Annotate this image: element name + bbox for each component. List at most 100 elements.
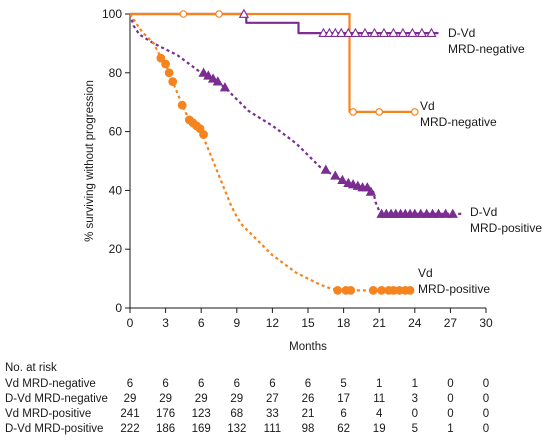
- at-risk-row-label: Vd MRD-negative: [5, 378, 96, 390]
- censor-mark-vd-mrd-positive: [333, 285, 343, 295]
- at-risk-value: 17: [337, 393, 350, 405]
- censor-mark-vd-mrd-positive: [156, 53, 166, 63]
- series-label-vd-mrd-positive: Vd: [418, 266, 433, 280]
- at-risk-value: 241: [120, 408, 139, 420]
- censor-mark-vd-mrd-positive: [199, 130, 208, 139]
- censor-mark-vd-mrd-negative: [179, 10, 188, 18]
- at-risk-value: 6: [127, 378, 133, 390]
- x-tick-label: 21: [373, 316, 387, 330]
- censor-mark-vd-mrd-positive: [168, 77, 178, 87]
- censor-mark-vd-mrd-negative: [349, 108, 357, 116]
- censor-mark-d-vd-mrd-positive: [421, 208, 432, 218]
- series-label-vd-mrd-positive: MRD-positive: [418, 282, 490, 296]
- at-risk-value: 26: [302, 393, 315, 405]
- chart-censor-marks: [156, 8, 458, 295]
- at-risk-value: 29: [195, 393, 208, 405]
- censor-mark-vd-mrd-negative: [215, 10, 223, 18]
- at-risk-value: 0: [483, 408, 489, 420]
- censor-mark-d-vd-mrd-positive: [409, 208, 420, 218]
- at-risk-value: 6: [269, 378, 275, 390]
- censor-mark-d-vd-mrd-positive: [330, 170, 341, 180]
- at-risk-value: 29: [230, 393, 243, 405]
- censor-mark-d-vd-mrd-negative: [416, 27, 428, 38]
- censor-mark-d-vd-mrd-negative: [359, 27, 371, 38]
- at-risk-value: 4: [376, 408, 383, 420]
- at-risk-value: 6: [305, 378, 311, 390]
- censor-mark-d-vd-mrd-negative: [238, 8, 250, 18]
- at-risk-value: 0: [483, 393, 489, 405]
- y-tick-label: 80: [109, 66, 123, 80]
- at-risk-title: No. at risk: [5, 362, 57, 374]
- censor-mark-d-vd-mrd-positive: [207, 73, 219, 83]
- at-risk-value: 1: [376, 378, 382, 390]
- censor-mark-d-vd-mrd-positive: [433, 208, 444, 218]
- chart-series-labels: D-Vd MRD-negative Vd MRD-negative D-Vd MRD-po…: [418, 26, 542, 296]
- censor-mark-vd-mrd-positive: [164, 68, 174, 78]
- x-tick-label: 15: [301, 316, 315, 330]
- censor-mark-d-vd-mrd-negative: [343, 27, 354, 38]
- at-risk-value: 68: [230, 408, 243, 420]
- censor-mark-d-vd-mrd-negative: [336, 27, 347, 38]
- at-risk-value: 0: [483, 423, 489, 435]
- at-risk-value: 123: [192, 408, 211, 420]
- at-risk-row-label: Vd MRD-positive: [5, 408, 91, 420]
- at-risk-value: 186: [156, 423, 175, 435]
- x-tick-label: 18: [337, 316, 351, 330]
- at-risk-value: 29: [124, 393, 137, 405]
- censor-mark-vd-mrd-positive: [346, 285, 356, 295]
- y-tick-label: 40: [109, 183, 123, 197]
- at-risk-value: 176: [156, 408, 175, 420]
- censor-mark-d-vd-mrd-positive: [320, 164, 331, 174]
- x-tick-label: 3: [162, 316, 169, 330]
- y-tick-label: 100: [102, 7, 122, 21]
- x-tick-label: 0: [127, 316, 134, 330]
- x-tick-label: 24: [408, 316, 422, 330]
- censor-mark-d-vd-mrd-positive: [365, 186, 377, 196]
- curve-vd-mrd-negative: [130, 12, 418, 113]
- censor-mark-d-vd-mrd-positive: [440, 208, 451, 218]
- at-risk-value: 6: [198, 378, 204, 390]
- at-risk-value: 21: [302, 408, 315, 420]
- at-risk-value: 169: [192, 423, 211, 435]
- x-tick-label: 30: [479, 316, 493, 330]
- x-tick-label: 6: [198, 316, 205, 330]
- censor-mark-d-vd-mrd-negative: [426, 27, 437, 38]
- at-risk-value: 0: [447, 408, 453, 420]
- at-risk-value: 5: [412, 423, 418, 435]
- at-risk-value: 0: [447, 393, 453, 405]
- at-risk-value: 6: [162, 378, 168, 390]
- censor-mark-d-vd-mrd-negative: [350, 27, 361, 38]
- censor-mark-d-vd-mrd-positive: [362, 182, 373, 192]
- at-risk-value: 0: [447, 378, 453, 390]
- censor-mark-d-vd-mrd-negative: [397, 27, 409, 38]
- at-risk-value: 6: [234, 378, 240, 390]
- x-axis-title: Months: [289, 341, 327, 353]
- censor-mark-d-vd-mrd-negative: [369, 27, 380, 38]
- chart-axes: 0 20 40 60 80 100 0 3 6 9 12 15 18 21 24 27 30: [102, 7, 493, 330]
- at-risk-value: 11: [373, 393, 385, 405]
- at-risk-row-label: D-Vd MRD-negative: [5, 393, 108, 405]
- censor-mark-d-vd-mrd-positive: [198, 67, 209, 77]
- censor-mark-vd-mrd-negative: [375, 108, 384, 116]
- censor-mark-d-vd-mrd-positive: [203, 70, 214, 80]
- chart-curves: [128, 12, 463, 292]
- at-risk-value: 6: [340, 408, 346, 420]
- at-risk-value: 5: [340, 378, 346, 390]
- y-tick-label: 0: [115, 301, 122, 315]
- at-risk-value: 1: [447, 423, 453, 435]
- y-axis-title: % surviving without progression: [84, 80, 96, 242]
- at-risk-value: 222: [120, 423, 139, 435]
- at-risk-value: 3: [412, 393, 418, 405]
- censor-mark-d-vd-mrd-negative: [318, 27, 329, 38]
- at-risk-value: 1: [412, 378, 418, 390]
- censor-mark-d-vd-mrd-positive: [219, 82, 231, 92]
- series-label-d-vd-mrd-positive: D-Vd: [470, 205, 497, 219]
- at-risk-table: No. at risk Vd MRD-negative 6 6 6 6 6 6 5 1 1 0 0D-…: [5, 362, 489, 435]
- at-risk-value: 98: [302, 423, 315, 435]
- censor-mark-d-vd-mrd-negative: [388, 27, 399, 38]
- at-risk-value: 33: [266, 408, 279, 420]
- at-risk-value: 0: [483, 378, 489, 390]
- series-label-d-vd-mrd-positive: MRD-positive: [470, 221, 542, 235]
- censor-mark-vd-mrd-positive: [177, 100, 187, 110]
